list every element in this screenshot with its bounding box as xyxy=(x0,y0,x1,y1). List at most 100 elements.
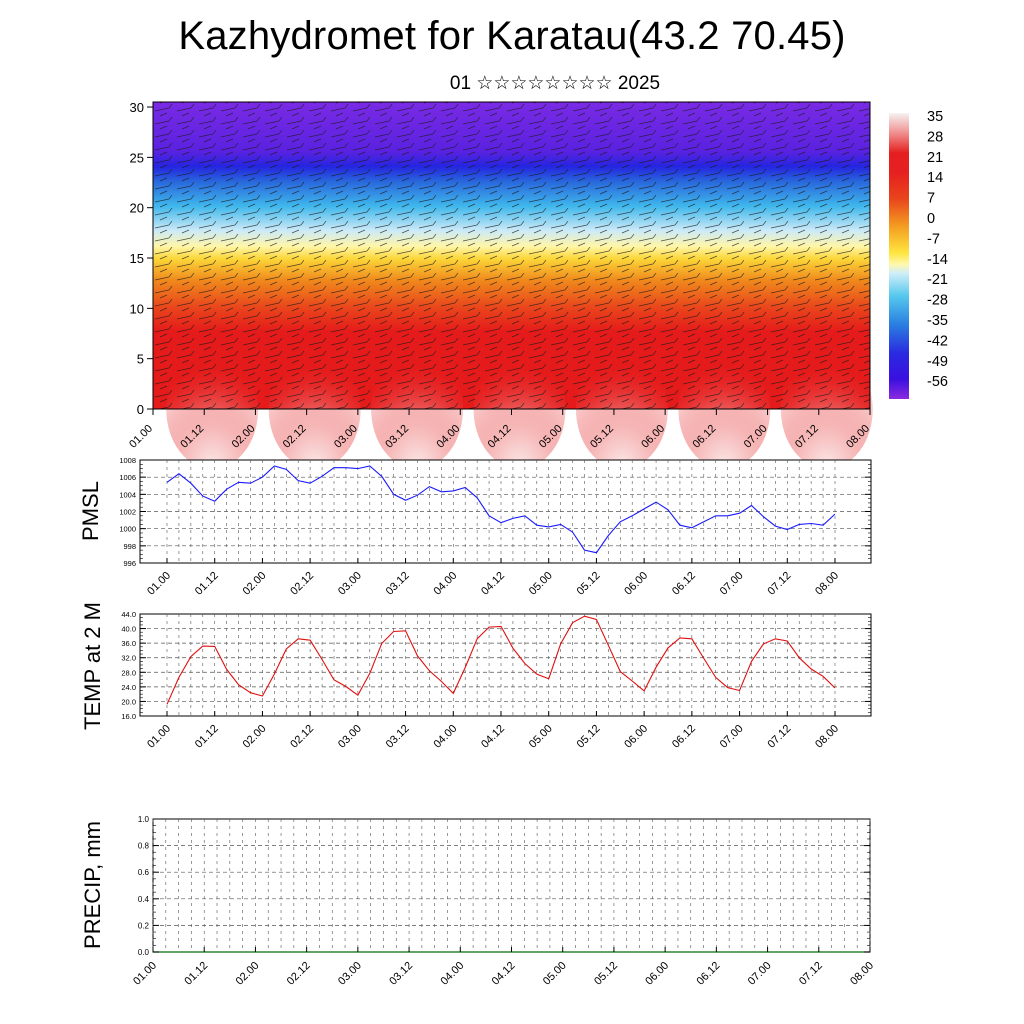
colorbar-label: -49 xyxy=(927,354,948,370)
temp-panel: 44.0 40.0 36.0 32.0 28.0 24.0 20.0 16.0 01.00 01… xyxy=(80,602,872,751)
colorbar-ramp xyxy=(889,113,909,399)
precip-panel: 1.0 0.8 0.6 0.4 0.2 0.0 01.00 01.12 02.00 02.12 0… xyxy=(80,815,876,988)
y-tick-label: 0.8 xyxy=(138,842,150,851)
x-tick-label: 04.00 xyxy=(431,570,459,598)
x-tick-label: 01.00 xyxy=(145,570,173,598)
x-tick-label: 03.00 xyxy=(336,723,364,751)
y-tick-label: 0.4 xyxy=(138,895,150,904)
x-tick-label: 06.00 xyxy=(622,723,650,751)
x-tick-label: 03.12 xyxy=(387,960,415,988)
x-tick-label: 06.12 xyxy=(670,570,698,598)
colorbar-label: -21 xyxy=(927,272,948,288)
y-tick-label: 32.0 xyxy=(121,654,136,663)
y-tick-label: 30 xyxy=(130,100,144,115)
y-tick-label: 1002 xyxy=(119,508,136,517)
colorbar-label: -42 xyxy=(927,333,948,349)
colorbar-label: 7 xyxy=(927,191,935,207)
x-tick-label: 02.00 xyxy=(241,723,269,751)
y-tick-label: 28.0 xyxy=(121,668,136,677)
colorbar: 35 28 21 14 7 0 -7 -14 -21 -28 -35 -42 -49 -56 xyxy=(889,109,948,399)
x-tick-label: 01.00 xyxy=(127,423,155,451)
x-tick-label: 02.00 xyxy=(234,960,262,988)
y-tick-label: 0 xyxy=(137,402,144,417)
x-tick-label: 01.00 xyxy=(145,723,173,751)
x-tick-label: 01.12 xyxy=(193,723,221,751)
x-tick-label: 02.12 xyxy=(288,570,316,598)
x-tick-label: 06.12 xyxy=(695,960,723,988)
x-tick-label: 03.00 xyxy=(336,570,364,598)
y-tick-label: 1000 xyxy=(119,525,136,534)
x-tick-label: 08.00 xyxy=(813,570,841,598)
x-tick-label: 04.12 xyxy=(479,723,507,751)
y-tick-label: 0.0 xyxy=(138,948,150,957)
y-tick-label: 36.0 xyxy=(121,639,136,648)
pmsl-panel: 1008 1006 1004 1002 1000 998 996 01.00 01.12 02.… xyxy=(78,456,872,598)
x-tick-label: 08.00 xyxy=(848,960,876,988)
y-tick-label: 40.0 xyxy=(121,625,136,634)
x-tick-label: 05.00 xyxy=(527,723,555,751)
y-tick-label: 5 xyxy=(137,352,144,367)
x-tick-label: 03.12 xyxy=(384,723,412,751)
x-tick-label: 01.12 xyxy=(193,570,221,598)
colorbar-label: -7 xyxy=(927,231,940,247)
x-tick-label: 07.12 xyxy=(797,960,825,988)
chart-subtitle: 01 ☆☆☆☆☆☆☆☆ 2025 xyxy=(449,73,661,94)
x-tick-label: 07.12 xyxy=(765,570,793,598)
x-tick-label: 07.00 xyxy=(718,723,746,751)
pmsl-ylabel: PMSL xyxy=(78,481,103,541)
y-tick-label: 20.0 xyxy=(121,697,136,706)
x-tick-label: 05.12 xyxy=(592,960,620,988)
x-tick-label: 04.00 xyxy=(431,723,459,751)
colorbar-label: 14 xyxy=(927,170,943,186)
x-tick-label: 04.12 xyxy=(490,960,518,988)
y-tick-label: 15 xyxy=(130,251,144,266)
x-tick-label: 02.00 xyxy=(241,570,269,598)
y-tick-label: 996 xyxy=(123,559,136,568)
colorbar-label: -28 xyxy=(927,293,948,309)
x-tick-label: 04.00 xyxy=(438,960,466,988)
temp-frame xyxy=(139,613,872,717)
y-tick-label: 1006 xyxy=(119,473,136,482)
chart-title: Kazhydromet for Karatau(43.2 70.45) xyxy=(178,14,846,58)
x-tick-label: 05.00 xyxy=(541,960,569,988)
x-tick-label: 03.12 xyxy=(384,570,412,598)
colorbar-label: 21 xyxy=(927,150,943,166)
x-tick-label: 04.12 xyxy=(479,570,507,598)
x-tick-label: 06.00 xyxy=(643,960,671,988)
colorbar-label: -56 xyxy=(927,374,948,390)
y-tick-label: 0.2 xyxy=(138,921,150,930)
x-tick-label: 07.12 xyxy=(765,723,793,751)
x-tick-label: 08.00 xyxy=(813,723,841,751)
colorbar-label: 0 xyxy=(927,211,935,227)
y-tick-label: 20 xyxy=(130,201,144,216)
y-tick-label: 44.0 xyxy=(121,610,136,619)
x-tick-label: 05.00 xyxy=(527,570,555,598)
x-tick-label: 01.00 xyxy=(131,960,159,988)
x-tick-label: 05.12 xyxy=(575,570,603,598)
x-tick-label: 07.00 xyxy=(718,570,746,598)
x-tick-label: 03.00 xyxy=(336,960,364,988)
wind-barb-field xyxy=(153,102,870,409)
colorbar-label: 28 xyxy=(927,129,943,145)
precip-ylabel: PRECIP, mm xyxy=(80,821,105,949)
colorbar-label: 35 xyxy=(927,109,943,125)
y-tick-label: 1008 xyxy=(119,456,136,465)
y-tick-label: 25 xyxy=(130,150,144,165)
y-tick-label: 998 xyxy=(123,542,136,551)
temp-series-line xyxy=(166,615,836,705)
y-tick-label: 1.0 xyxy=(138,815,150,824)
y-tick-label: 16.0 xyxy=(121,712,136,721)
x-tick-label: 01.12 xyxy=(182,960,210,988)
y-tick-label: 0.6 xyxy=(138,868,150,877)
temp-ylabel: TEMP at 2 M xyxy=(80,602,105,730)
y-tick-label: 10 xyxy=(130,301,144,316)
y-tick-label: 24.0 xyxy=(121,683,136,692)
x-tick-label: 06.00 xyxy=(622,570,650,598)
pmsl-series-line xyxy=(166,465,836,554)
x-tick-label: 02.12 xyxy=(288,723,316,751)
x-tick-label: 02.12 xyxy=(285,960,313,988)
colorbar-label: -14 xyxy=(927,252,948,268)
y-tick-label: 1004 xyxy=(119,490,136,499)
